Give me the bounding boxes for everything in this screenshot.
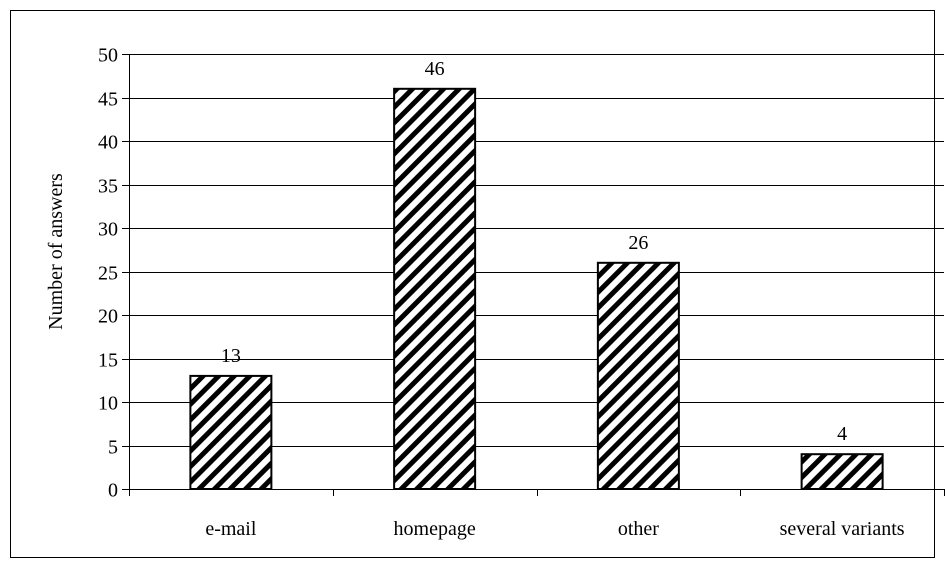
- data-label: 26: [628, 232, 648, 254]
- bar-other: [596, 261, 680, 490]
- x-category-label: other: [618, 518, 659, 540]
- y-tick-label: 10: [98, 393, 118, 415]
- bars: [189, 87, 884, 491]
- gridlines: [129, 54, 944, 447]
- bar-e-mail: [189, 374, 273, 490]
- y-tick-label: 35: [98, 176, 118, 198]
- data-label: 46: [425, 58, 445, 80]
- x-category-label: e-mail: [205, 518, 257, 540]
- x-category-label: several variants: [780, 518, 905, 540]
- axes: [122, 54, 945, 496]
- y-tick-label: 5: [108, 437, 118, 459]
- data-label: 4: [837, 423, 847, 445]
- labels: 0 5 10 15 20 25 30 35 40 45 50 13 e-mail 46 homepage 26…: [45, 45, 905, 541]
- bar-several-variants: [800, 453, 884, 491]
- y-tick-label: 40: [98, 132, 118, 154]
- y-tick-label: 30: [98, 219, 118, 241]
- y-tick-label: 45: [98, 89, 118, 111]
- chart-border: [10, 10, 935, 558]
- y-axis-title: Number of answers: [45, 173, 67, 330]
- data-label: 13: [221, 345, 241, 367]
- y-tick-label: 20: [98, 306, 118, 328]
- y-tick-label: 25: [98, 263, 118, 285]
- y-tick-label: 0: [108, 480, 118, 502]
- y-tick-label: 15: [98, 350, 118, 372]
- x-category-label: homepage: [394, 518, 476, 540]
- y-tick-label: 50: [98, 45, 118, 67]
- bar-homepage: [393, 87, 477, 491]
